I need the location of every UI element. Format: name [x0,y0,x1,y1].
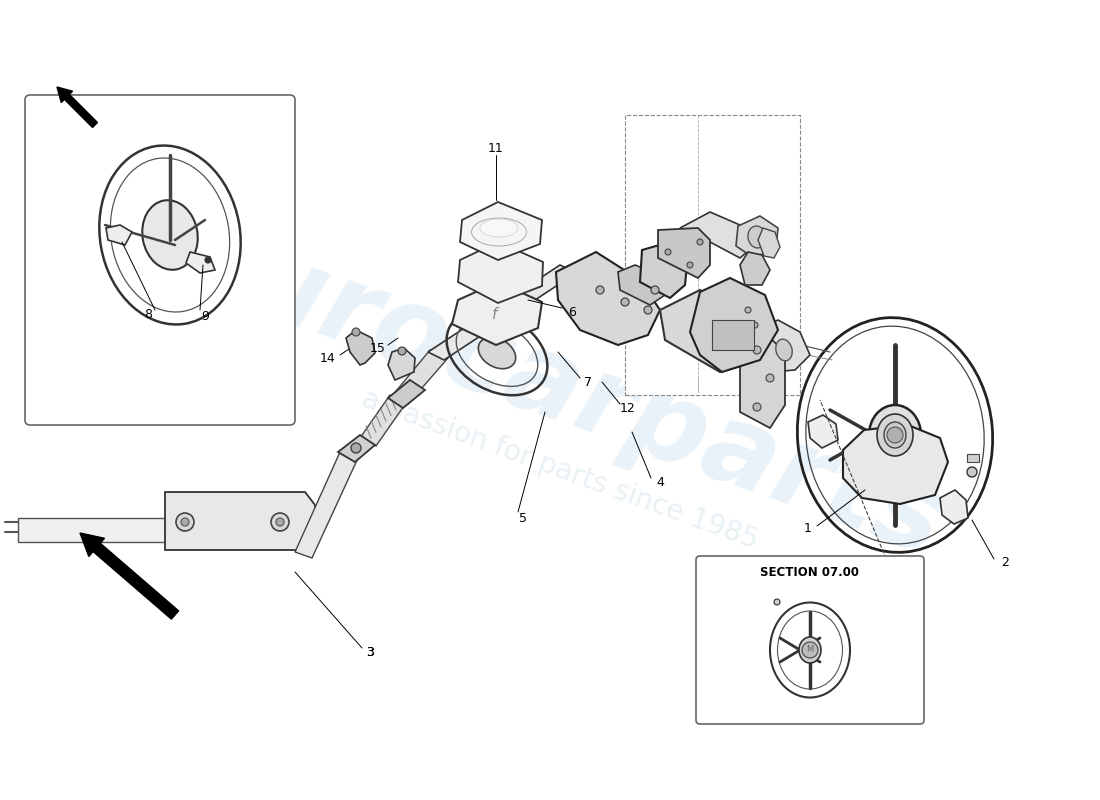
Text: M: M [806,646,814,654]
Circle shape [688,262,693,268]
FancyBboxPatch shape [696,556,924,724]
Circle shape [271,513,289,531]
Circle shape [182,518,189,526]
Ellipse shape [776,339,792,361]
Text: 9: 9 [201,310,209,323]
Circle shape [735,332,741,338]
Circle shape [352,328,360,336]
Text: 4: 4 [656,475,664,489]
Polygon shape [392,350,448,404]
Polygon shape [808,415,838,448]
Circle shape [644,306,652,314]
Bar [967,454,979,462]
Polygon shape [452,282,542,345]
Circle shape [766,374,774,382]
Polygon shape [338,435,375,462]
Polygon shape [186,252,214,273]
Text: 12: 12 [620,402,636,414]
Circle shape [205,257,211,263]
Polygon shape [680,212,755,258]
Polygon shape [940,490,968,524]
Polygon shape [428,265,576,360]
Circle shape [745,307,751,313]
Polygon shape [740,338,785,428]
Text: $\mathit{f\!\!f}$: $\mathit{f\!\!f}$ [491,306,501,322]
Circle shape [398,347,406,355]
Circle shape [276,518,284,526]
Circle shape [176,513,194,531]
Ellipse shape [480,219,518,237]
Ellipse shape [799,637,821,663]
Polygon shape [458,242,543,303]
Circle shape [802,642,818,658]
Polygon shape [556,252,660,345]
Polygon shape [165,492,315,550]
Circle shape [754,403,761,411]
Text: eurocarparts: eurocarparts [162,202,959,578]
Text: 3: 3 [366,646,374,659]
Ellipse shape [142,200,198,270]
Circle shape [967,467,977,477]
Text: 7: 7 [584,375,592,389]
Polygon shape [618,265,666,305]
Text: SECTION 07.00: SECTION 07.00 [760,566,859,579]
Polygon shape [388,380,425,408]
Bar [625,115,800,395]
Text: 6: 6 [568,306,576,318]
Circle shape [651,286,659,294]
Polygon shape [740,252,770,285]
Circle shape [621,298,629,306]
Circle shape [351,443,361,453]
FancyArrow shape [57,87,98,127]
Circle shape [774,599,780,605]
Text: 11: 11 [488,142,504,154]
Ellipse shape [869,405,921,465]
Ellipse shape [884,422,906,448]
Polygon shape [758,320,810,372]
Polygon shape [660,290,760,372]
Circle shape [752,322,758,328]
Polygon shape [690,278,778,372]
Polygon shape [843,425,948,504]
Polygon shape [658,228,710,278]
Circle shape [666,249,671,255]
Circle shape [754,346,761,354]
Text: 14: 14 [320,351,336,365]
Text: a passion for parts since 1985: a passion for parts since 1985 [359,385,762,555]
Ellipse shape [478,338,516,369]
Text: 15: 15 [370,342,386,354]
Polygon shape [106,225,132,245]
Circle shape [887,427,903,443]
Polygon shape [360,395,406,446]
Polygon shape [295,452,358,558]
Polygon shape [758,228,780,258]
Text: 8: 8 [144,307,152,321]
Text: 5: 5 [519,511,527,525]
Polygon shape [640,242,688,298]
Ellipse shape [748,226,766,248]
Circle shape [596,286,604,294]
Ellipse shape [877,414,913,456]
Polygon shape [736,216,778,258]
Circle shape [715,322,720,328]
Polygon shape [18,518,168,542]
Text: 2: 2 [1001,555,1009,569]
Polygon shape [460,202,542,260]
Polygon shape [388,348,415,380]
Text: 1: 1 [804,522,812,534]
FancyArrow shape [80,533,178,619]
FancyBboxPatch shape [25,95,295,425]
Text: 3: 3 [366,646,374,659]
Circle shape [697,239,703,245]
Polygon shape [346,330,375,365]
Bar [712,320,754,350]
